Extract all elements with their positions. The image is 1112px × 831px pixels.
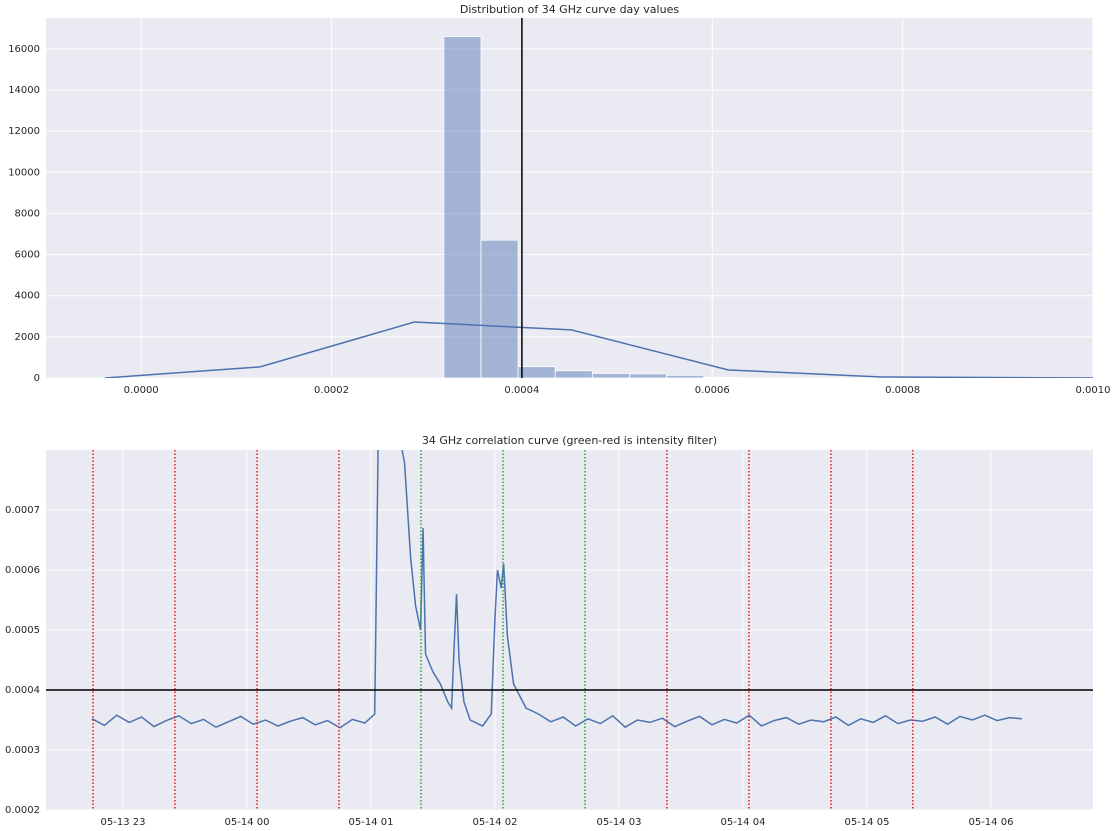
histogram-bar (554, 370, 593, 378)
series-line (91, 450, 1023, 729)
y-tick-label: 14000 (8, 85, 40, 96)
plot (46, 450, 1093, 810)
y-tick-label: 0.0007 (5, 505, 40, 516)
x-tick-label: 0.0008 (885, 385, 920, 396)
x-tick-label: 0.0000 (124, 385, 159, 396)
y-tick-label: 16000 (8, 44, 40, 55)
y-tick-label: 6000 (15, 250, 40, 261)
plot (104, 18, 1093, 378)
y-tick-label: 0.0003 (5, 745, 40, 756)
x-tick-label: 05-14 03 (596, 817, 641, 828)
x-tick-label: 0.0002 (314, 385, 349, 396)
histogram-bar (517, 366, 556, 378)
y-tick-label: 0.0002 (5, 805, 40, 816)
histogram-bar (480, 239, 519, 378)
chart-title: Distribution of 34 GHz curve day values (460, 3, 679, 16)
histogram-bar (443, 36, 482, 378)
y-tick-label: 0.0006 (5, 565, 40, 576)
x-tick-label: 05-14 01 (349, 817, 394, 828)
subplot: 34 GHz correlation curve (green-red is i… (5, 434, 1093, 828)
x-tick-label: 05-13 23 (101, 817, 146, 828)
histogram-bar (629, 373, 667, 378)
y-tick-label: 10000 (8, 167, 40, 178)
x-tick-label: 05-14 00 (225, 817, 270, 828)
y-tick-label: 4000 (15, 291, 40, 302)
x-tick-label: 0.0010 (1076, 385, 1111, 396)
x-tick-label: 05-14 06 (968, 817, 1013, 828)
y-tick-label: 0 (34, 373, 40, 384)
y-tick-label: 2000 (15, 332, 40, 343)
subplot: Distribution of 34 GHz curve day values 0… (8, 3, 1110, 396)
y-tick-label: 0.0004 (5, 685, 40, 696)
x-tick-label: 05-14 02 (472, 817, 517, 828)
x-tick-label: 0.0004 (504, 385, 539, 396)
x-tick-label: 05-14 05 (844, 817, 889, 828)
plot-background (46, 18, 1093, 378)
y-tick-label: 8000 (15, 208, 40, 219)
x-tick-label: 0.0006 (695, 385, 730, 396)
y-tick-label: 12000 (8, 126, 40, 137)
chart-title: 34 GHz correlation curve (green-red is i… (422, 434, 717, 447)
histogram-bar (591, 373, 630, 378)
histogram-bar (703, 376, 742, 378)
x-tick-label: 05-14 04 (720, 817, 765, 828)
kde-line (104, 321, 1093, 378)
y-tick-label: 0.0005 (5, 625, 40, 636)
histogram-bar (666, 374, 705, 378)
